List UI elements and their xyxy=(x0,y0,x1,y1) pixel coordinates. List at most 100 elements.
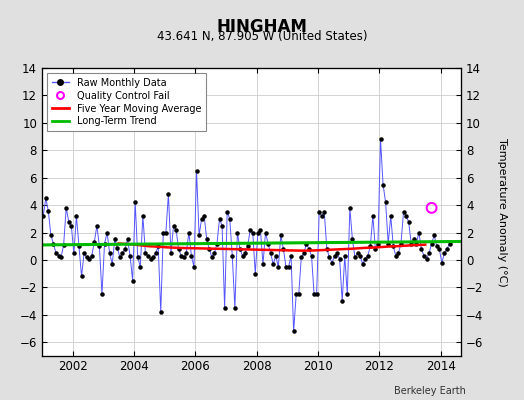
Point xyxy=(318,213,326,219)
Point xyxy=(64,218,73,225)
Point xyxy=(323,246,331,252)
Point xyxy=(164,191,172,197)
Point xyxy=(292,291,300,298)
Point xyxy=(180,254,188,260)
Point xyxy=(330,253,339,259)
Point xyxy=(428,240,436,247)
Point xyxy=(103,229,111,236)
Point xyxy=(246,227,254,233)
Point xyxy=(430,232,439,238)
Point xyxy=(274,264,282,270)
Legend: Raw Monthly Data, Quality Control Fail, Five Year Moving Average, Long-Term Tren: Raw Monthly Data, Quality Control Fail, … xyxy=(47,73,206,131)
Point xyxy=(134,254,142,260)
Point xyxy=(184,229,193,236)
Point xyxy=(333,250,341,256)
Point xyxy=(308,253,316,259)
Point xyxy=(95,243,104,250)
Point xyxy=(101,240,109,247)
Point xyxy=(154,243,162,250)
Point xyxy=(174,246,183,252)
Point xyxy=(167,250,175,256)
Point xyxy=(159,229,168,236)
Point xyxy=(259,261,267,267)
Point xyxy=(241,250,249,256)
Point xyxy=(369,213,377,219)
Point xyxy=(59,242,68,248)
Point xyxy=(228,253,236,259)
Point xyxy=(412,240,420,247)
Point xyxy=(116,254,124,260)
Point xyxy=(294,291,303,298)
Point xyxy=(231,305,239,311)
Point xyxy=(305,246,313,252)
Point xyxy=(351,254,359,260)
Point xyxy=(391,253,400,259)
Point xyxy=(78,273,86,280)
Point xyxy=(379,181,387,188)
Point xyxy=(128,277,137,284)
Point xyxy=(205,246,213,252)
Point xyxy=(414,229,423,236)
Point xyxy=(41,195,50,202)
Point xyxy=(397,240,405,247)
Point xyxy=(271,253,280,259)
Point xyxy=(126,253,134,259)
Point xyxy=(93,222,101,229)
Point xyxy=(279,246,288,252)
Point xyxy=(210,250,219,256)
Point xyxy=(425,250,433,256)
Point xyxy=(49,240,58,247)
Point xyxy=(82,254,91,260)
Point xyxy=(312,291,321,298)
Point xyxy=(338,298,346,304)
Point xyxy=(192,168,201,174)
Point xyxy=(282,264,290,270)
Point xyxy=(136,264,145,270)
Point xyxy=(113,244,122,251)
Point xyxy=(341,253,349,259)
Point xyxy=(432,243,441,250)
Point xyxy=(277,232,285,238)
Y-axis label: Temperature Anomaly (°C): Temperature Anomaly (°C) xyxy=(497,138,507,286)
Point xyxy=(223,209,232,215)
Point xyxy=(328,260,336,266)
Point xyxy=(190,264,198,270)
Point xyxy=(195,232,203,238)
Point xyxy=(208,254,216,260)
Point xyxy=(244,243,252,250)
Point xyxy=(162,229,170,236)
Point xyxy=(108,261,116,267)
Point xyxy=(198,216,206,222)
Point xyxy=(157,309,165,315)
Point xyxy=(366,243,375,250)
Point xyxy=(75,243,83,250)
Point xyxy=(356,253,364,259)
Point xyxy=(285,264,293,270)
Point xyxy=(200,213,209,219)
Point xyxy=(346,205,354,211)
Point xyxy=(325,254,334,260)
Point xyxy=(233,229,242,236)
Point xyxy=(182,250,191,256)
Point xyxy=(72,213,81,219)
Point xyxy=(131,199,139,206)
Point xyxy=(47,232,55,238)
Point xyxy=(371,246,379,252)
Point xyxy=(353,250,362,256)
Point xyxy=(254,229,262,236)
Point xyxy=(39,213,47,219)
Text: 43.641 N, 87.905 W (United States): 43.641 N, 87.905 W (United States) xyxy=(157,30,367,43)
Point xyxy=(123,236,132,243)
Point xyxy=(394,250,402,256)
Point xyxy=(251,270,259,277)
Point xyxy=(213,240,221,247)
Point xyxy=(225,216,234,222)
Point xyxy=(44,208,52,214)
Point xyxy=(215,216,224,222)
Point xyxy=(139,213,147,219)
Point xyxy=(374,240,382,247)
Point xyxy=(389,243,398,250)
Point xyxy=(151,250,160,256)
Point xyxy=(248,229,257,236)
Point xyxy=(300,250,308,256)
